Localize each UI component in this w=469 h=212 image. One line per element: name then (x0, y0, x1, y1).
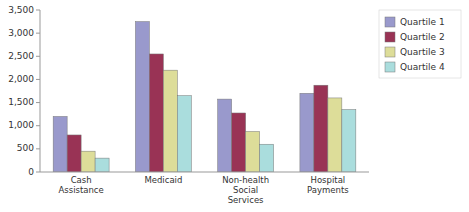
bar (53, 116, 67, 172)
y-tick (36, 56, 40, 57)
x-tick-label: Non-healthSocialServices (222, 175, 269, 205)
y-tick-label: 3,500 (8, 5, 34, 15)
bar (135, 22, 149, 172)
x-tick-label: CashAssistance (58, 175, 103, 195)
y-tick (36, 79, 40, 80)
legend: Quartile 1 Quartile 2 Quartile 3 Quartile 4 (379, 10, 461, 78)
bar (218, 99, 232, 172)
y-tick (36, 102, 40, 103)
y-axis-line (40, 10, 41, 172)
x-axis-line (40, 172, 369, 173)
y-tick (36, 10, 40, 11)
legend-swatch (385, 62, 395, 72)
y-tick-label: 2,500 (8, 51, 34, 61)
bar (342, 110, 356, 172)
y-tick-label: 3,000 (8, 28, 34, 38)
chart: 0 500 1,000 1,500 2,000 2,500 3,000 3,500 CashAs… (0, 0, 469, 212)
legend-frame (379, 10, 461, 78)
y-tick (36, 33, 40, 34)
bar (246, 132, 260, 173)
y-axis: 0 500 1,000 1,500 2,000 2,500 3,000 3,500 (8, 5, 40, 177)
y-tick-label: 2,000 (8, 74, 34, 84)
bar (95, 158, 109, 172)
bar (232, 113, 246, 172)
legend-swatch (385, 47, 395, 57)
legend-label: Quartile 4 (400, 62, 445, 72)
y-tick (36, 148, 40, 149)
bars (53, 22, 356, 172)
legend-swatch (385, 17, 395, 27)
x-tick-label: Medicaid (144, 175, 182, 185)
legend-label: Quartile 1 (400, 17, 445, 27)
legend-label: Quartile 3 (400, 47, 445, 57)
legend-label: Quartile 2 (400, 32, 445, 42)
legend-swatch (385, 32, 395, 42)
y-tick-label: 0 (28, 167, 34, 177)
y-tick-label: 1,000 (8, 120, 34, 130)
x-axis: CashAssistance Medicaid Non-healthSocialSe… (40, 172, 369, 205)
bar (163, 70, 177, 172)
bar (67, 135, 81, 172)
bar (300, 93, 314, 172)
bar (328, 98, 342, 172)
x-tick-label: HospitalPayments (307, 175, 349, 195)
bar (81, 151, 95, 172)
y-tick-label: 1,500 (8, 97, 34, 107)
y-tick-label: 500 (17, 143, 34, 153)
y-tick (36, 172, 40, 173)
bar (314, 85, 328, 172)
bar (177, 96, 191, 172)
bar (260, 144, 274, 172)
y-tick (36, 125, 40, 126)
bar (149, 54, 163, 172)
